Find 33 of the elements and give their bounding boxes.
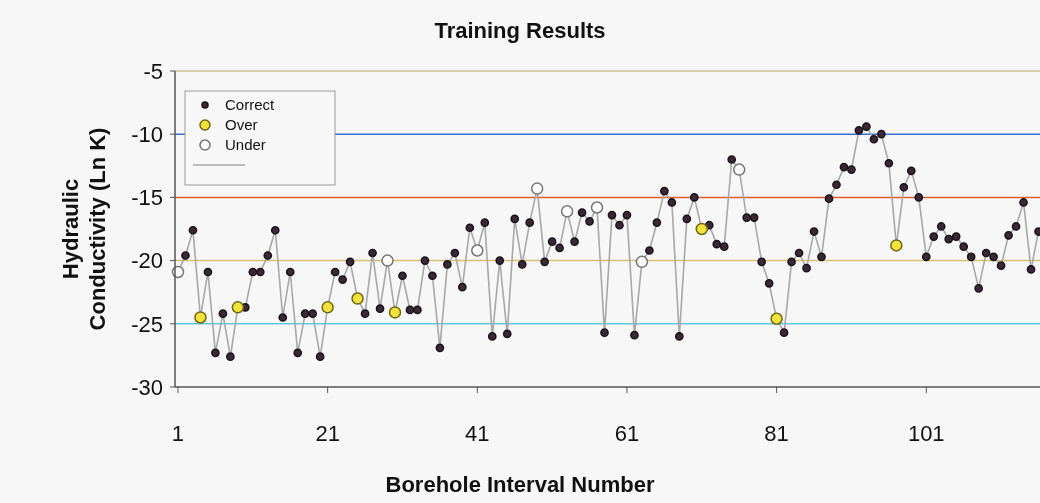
x-axis-title: Borehole Interval Number	[385, 472, 655, 497]
point	[770, 312, 783, 325]
point	[530, 182, 544, 195]
point	[194, 311, 207, 324]
x-tick-label: 81	[764, 421, 789, 446]
y-axis-title: Hydraulic Conductivity (Ln K)	[58, 127, 110, 331]
point	[890, 239, 903, 252]
point	[321, 301, 334, 314]
y-tick-label: -25	[131, 311, 163, 337]
legend-label: Correct	[225, 96, 276, 114]
point	[635, 255, 649, 269]
point	[695, 222, 709, 236]
x-tick-label: 61	[614, 421, 640, 446]
point	[560, 205, 574, 218]
legend-label: Over	[225, 116, 258, 134]
point	[388, 306, 402, 319]
chart-title: Training Results	[434, 18, 606, 43]
y-tick-label: -15	[131, 185, 163, 211]
point	[381, 254, 394, 267]
legend-label: Under	[225, 136, 266, 154]
y-tick-label: -10	[131, 121, 163, 147]
y-tick-label: -5	[143, 58, 163, 84]
y-tick-label: -20	[131, 248, 163, 274]
point	[590, 201, 604, 214]
point	[231, 301, 245, 314]
y-tick-label: -30	[131, 374, 163, 400]
point	[471, 244, 484, 257]
x-tick-label: 21	[315, 421, 340, 446]
x-tick-label: 41	[465, 421, 490, 446]
point	[351, 292, 364, 305]
x-tick-label: 101	[907, 421, 945, 446]
point	[732, 163, 746, 176]
x-tick-label: 1	[171, 421, 185, 446]
